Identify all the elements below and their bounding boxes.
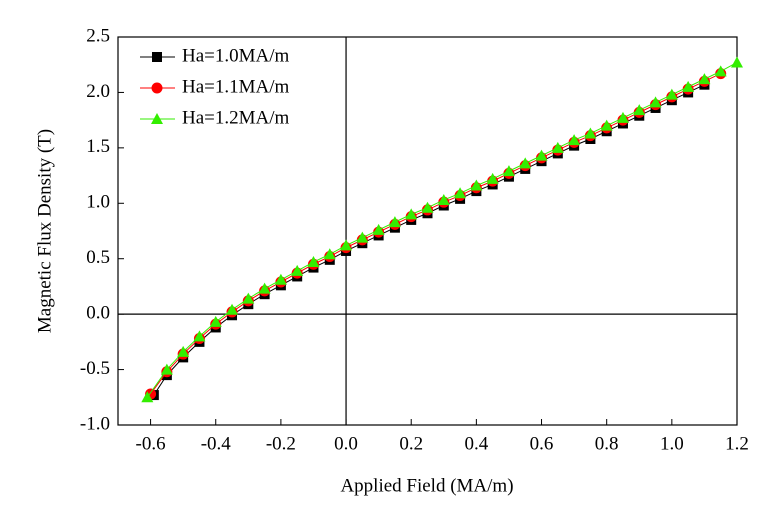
y-tick-label: 2.5 <box>86 25 110 46</box>
marker <box>616 111 629 123</box>
y-tick-label: 0.0 <box>86 303 110 324</box>
marker <box>454 187 467 199</box>
marker <box>226 303 239 315</box>
x-tick-label: 0.4 <box>464 433 488 454</box>
legend-label: Ha=1.0MA/m <box>182 45 290 66</box>
marker <box>307 256 320 268</box>
legend-label: Ha=1.2MA/m <box>182 107 290 128</box>
marker <box>258 282 271 294</box>
y-tick-label: 0.5 <box>86 247 110 268</box>
marker <box>535 149 548 161</box>
y-axis-label: Magnetic Flux Density (T) <box>34 129 55 333</box>
marker <box>209 315 222 327</box>
marker <box>323 248 336 260</box>
y-tick-label: -0.5 <box>80 358 110 379</box>
marker <box>274 273 287 285</box>
x-tick-label: 0.2 <box>399 433 423 454</box>
x-tick-label: -0.6 <box>136 433 166 454</box>
y-tick-label: 1.5 <box>86 136 110 157</box>
legend-marker <box>152 52 162 62</box>
x-tick-label: 0.6 <box>530 433 554 454</box>
marker <box>193 330 206 342</box>
marker <box>421 201 434 213</box>
x-tick-label: 0.0 <box>334 433 358 454</box>
marker <box>682 80 695 92</box>
marker <box>584 127 597 139</box>
marker <box>388 216 401 228</box>
marker <box>502 165 515 177</box>
marker <box>649 96 662 108</box>
legend-marker <box>151 82 163 94</box>
legend-marker <box>151 113 163 124</box>
marker <box>177 345 190 357</box>
marker <box>141 391 154 403</box>
marker <box>698 73 711 85</box>
marker <box>340 239 353 251</box>
x-tick-label: -0.2 <box>266 433 296 454</box>
marker <box>160 363 173 375</box>
marker <box>600 119 613 131</box>
marker <box>437 193 450 205</box>
y-tick-label: 1.0 <box>86 192 110 213</box>
marker <box>665 88 678 100</box>
marker <box>242 292 255 304</box>
marker <box>405 208 418 220</box>
x-tick-label: 1.0 <box>660 433 684 454</box>
y-tick-label: 2.0 <box>86 81 110 102</box>
x-tick-label: -0.4 <box>201 433 232 454</box>
marker <box>714 65 727 77</box>
marker <box>568 134 581 146</box>
x-axis-label: Applied Field (MA/m) <box>340 475 513 496</box>
marker <box>291 264 304 276</box>
marker <box>519 157 532 169</box>
y-tick-label: -1.0 <box>80 413 110 434</box>
series-line <box>153 84 705 396</box>
marker <box>633 104 646 116</box>
x-tick-label: 0.8 <box>595 433 619 454</box>
marker <box>731 56 743 68</box>
marker <box>551 141 564 153</box>
x-tick-label: 1.2 <box>725 433 749 454</box>
plot-frame <box>117 36 738 426</box>
marker <box>470 179 483 191</box>
legend-label: Ha=1.1MA/m <box>182 76 290 97</box>
marker <box>372 223 385 235</box>
marker <box>356 231 369 243</box>
marker <box>486 172 499 184</box>
